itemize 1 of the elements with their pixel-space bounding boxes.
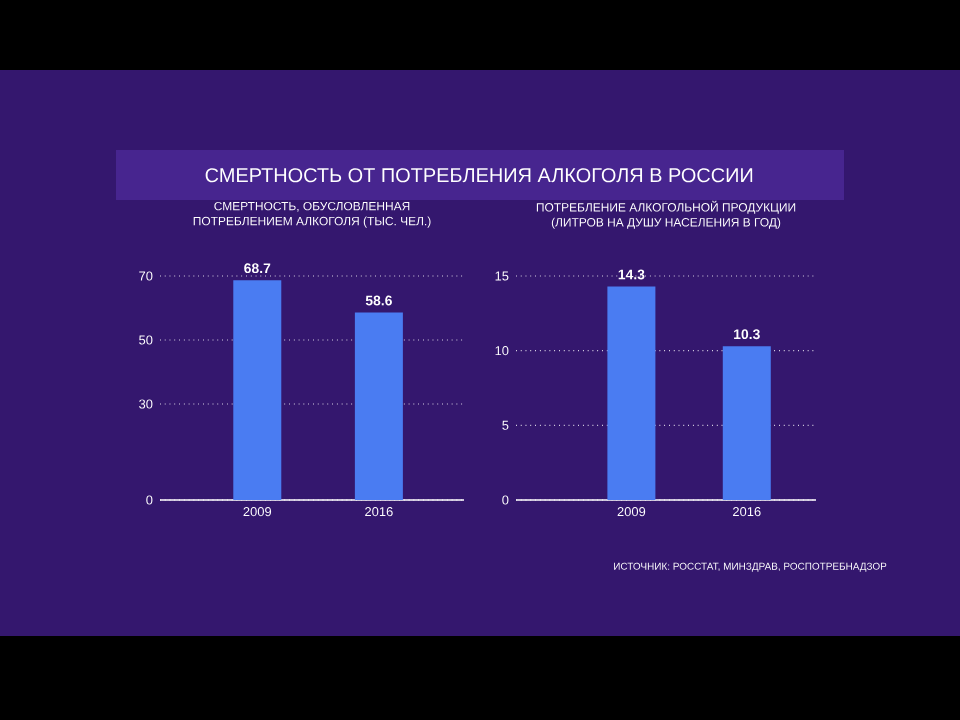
chart-title: СМЕРТНОСТЬ ОТ ПОТРЕБЛЕНИЯ АЛКОГОЛЯ В РОССИИ: [205, 168, 753, 183]
